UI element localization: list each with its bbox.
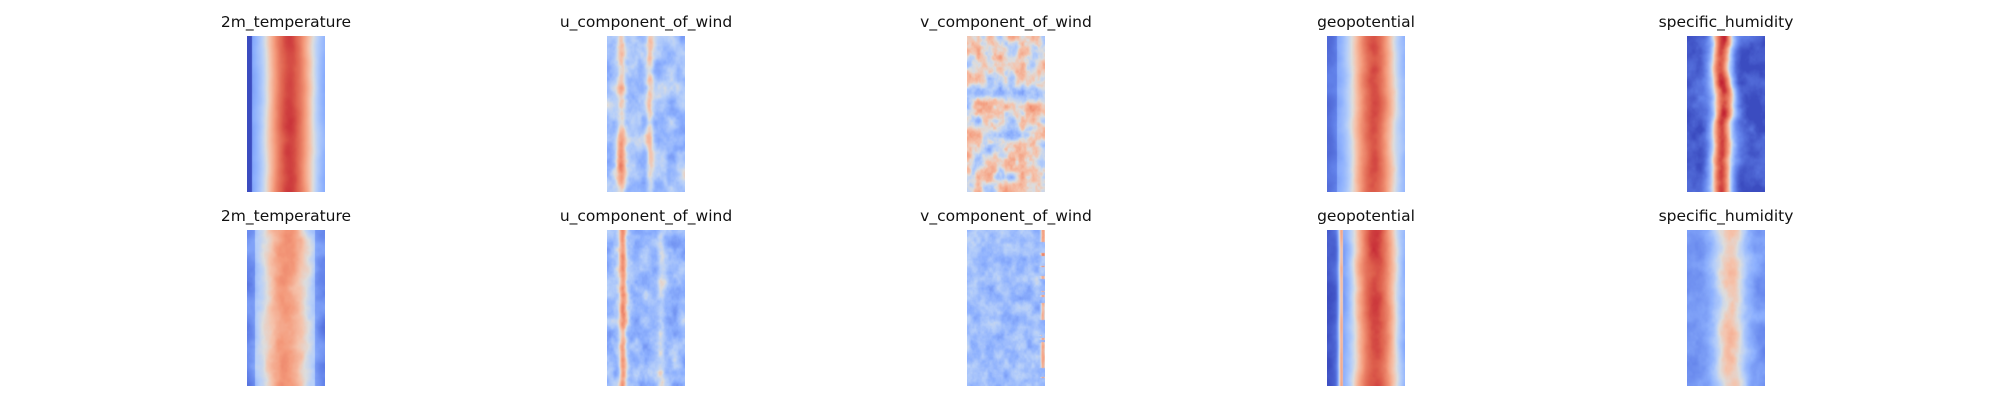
panel-title: 2m_temperature — [220, 13, 352, 31]
panel-title: v_component_of_wind — [920, 13, 1092, 31]
panel-title: v_component_of_wind — [920, 207, 1092, 225]
panel-title: u_component_of_wind — [559, 207, 733, 225]
humidity-field-image — [1687, 36, 1765, 192]
panel-title: u_component_of_wind — [559, 13, 733, 31]
v-wind-field-image — [967, 230, 1045, 386]
panel-title: geopotential — [1317, 207, 1415, 225]
panel-title: specific_humidity — [1658, 207, 1794, 225]
temperature-field-image — [247, 36, 325, 192]
temperature-field-image — [247, 230, 325, 386]
u-wind-field-image — [607, 230, 685, 386]
geopotential-field-image — [1327, 36, 1405, 192]
geopotential-field-image — [1327, 230, 1405, 386]
humidity-field-image — [1687, 230, 1765, 386]
v-wind-field-image — [967, 36, 1045, 192]
u-wind-field-image — [607, 36, 685, 192]
panel-title: 2m_temperature — [220, 207, 352, 225]
panel-title: specific_humidity — [1658, 13, 1794, 31]
panel-title: geopotential — [1317, 13, 1415, 31]
